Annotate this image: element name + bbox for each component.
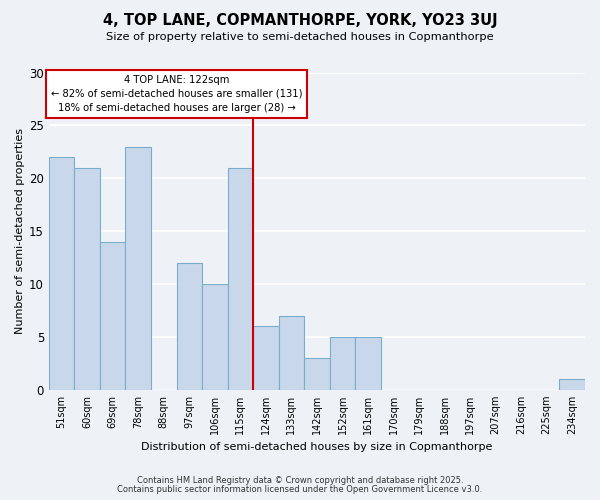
Text: 4 TOP LANE: 122sqm
← 82% of semi-detached houses are smaller (131)
18% of semi-d: 4 TOP LANE: 122sqm ← 82% of semi-detache… xyxy=(51,74,302,112)
Bar xyxy=(176,263,202,390)
Bar xyxy=(330,337,355,390)
Bar xyxy=(559,379,585,390)
Text: Contains public sector information licensed under the Open Government Licence v3: Contains public sector information licen… xyxy=(118,485,482,494)
Y-axis label: Number of semi-detached properties: Number of semi-detached properties xyxy=(15,128,25,334)
Bar xyxy=(227,168,253,390)
Bar xyxy=(278,316,304,390)
Bar xyxy=(253,326,278,390)
Text: Size of property relative to semi-detached houses in Copmanthorpe: Size of property relative to semi-detach… xyxy=(106,32,494,42)
Bar xyxy=(100,242,125,390)
Bar xyxy=(304,358,330,390)
Bar xyxy=(355,337,381,390)
Bar xyxy=(125,146,151,390)
Bar xyxy=(74,168,100,390)
Bar xyxy=(202,284,227,390)
Text: Contains HM Land Registry data © Crown copyright and database right 2025.: Contains HM Land Registry data © Crown c… xyxy=(137,476,463,485)
X-axis label: Distribution of semi-detached houses by size in Copmanthorpe: Distribution of semi-detached houses by … xyxy=(141,442,493,452)
Bar xyxy=(49,157,74,390)
Text: 4, TOP LANE, COPMANTHORPE, YORK, YO23 3UJ: 4, TOP LANE, COPMANTHORPE, YORK, YO23 3U… xyxy=(103,12,497,28)
